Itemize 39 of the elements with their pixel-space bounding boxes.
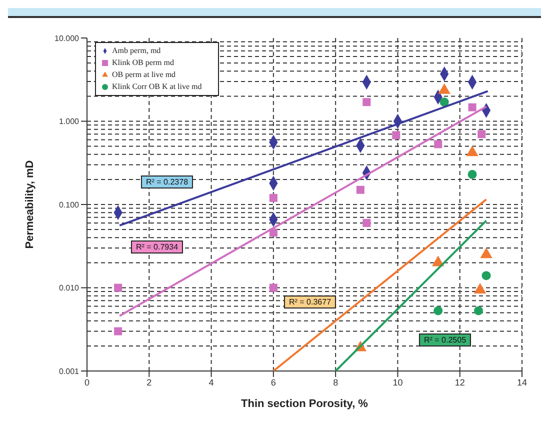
y-tick-label: 1.000: [58, 117, 80, 126]
legend-label: OB perm at live md: [112, 70, 176, 79]
point: [114, 327, 122, 336]
annotation: R² = 0.3677: [284, 296, 336, 308]
point: [478, 130, 486, 138]
x-tick-label: 0: [84, 377, 90, 388]
point: [392, 131, 400, 140]
annotation: R² = 0.2505: [418, 334, 472, 346]
legend-label: Klink OB perm md: [112, 58, 174, 67]
x-tick-label: 14: [516, 377, 528, 388]
point: [269, 284, 278, 292]
y-axis-title: Permeability, mD: [24, 160, 36, 249]
legend-label: Klink Corr OB K at live md: [112, 82, 202, 91]
x-tick-label: 12: [454, 377, 465, 388]
point: [269, 194, 278, 202]
point: [482, 271, 491, 280]
legend-label: Amb perm, md: [112, 46, 161, 55]
point: [362, 218, 371, 227]
point: [434, 306, 443, 316]
x-tick-label: 2: [146, 377, 152, 388]
annotation: R² = 0.7934: [130, 240, 184, 254]
point: [468, 103, 476, 112]
annotation: R² = 0.2378: [140, 176, 194, 188]
x-tick-label: 10: [392, 377, 403, 388]
point: [356, 186, 364, 194]
point: [114, 284, 122, 292]
point: [434, 140, 442, 148]
point: [362, 98, 371, 106]
point: [468, 170, 477, 179]
y-tick-label: 10.000: [54, 34, 80, 43]
x-tick-label: 4: [208, 377, 214, 388]
x-tick-label: 6: [270, 377, 276, 388]
x-axis-title: Thin section Porosity, %: [241, 398, 368, 410]
y-tick-label: 0.100: [58, 200, 80, 210]
x-tick-label: 8: [333, 377, 338, 388]
point: [440, 98, 449, 107]
point: [474, 306, 484, 316]
y-tick-label: 0.001: [58, 366, 80, 376]
y-tick-label: 0.010: [58, 284, 80, 293]
